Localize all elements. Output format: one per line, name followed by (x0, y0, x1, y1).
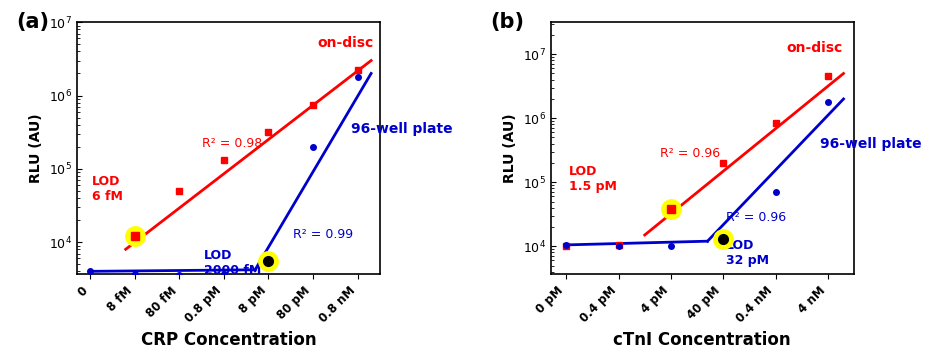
X-axis label: CRP Concentration: CRP Concentration (140, 331, 316, 349)
Text: (a): (a) (16, 12, 49, 32)
Text: R² = 0.98: R² = 0.98 (202, 137, 262, 150)
Text: on-disc: on-disc (317, 36, 374, 50)
Text: 96-well plate: 96-well plate (351, 122, 453, 135)
Text: LOD
32 pM: LOD 32 pM (725, 239, 769, 267)
Text: R² = 0.99: R² = 0.99 (293, 228, 353, 241)
Text: R² = 0.96: R² = 0.96 (725, 211, 786, 224)
Text: LOD
6 fM: LOD 6 fM (92, 175, 123, 203)
Text: LOD
2000 fM: LOD 2000 fM (204, 249, 261, 277)
Text: on-disc: on-disc (786, 41, 843, 55)
Text: R² = 0.96: R² = 0.96 (660, 147, 721, 160)
Y-axis label: RLU (AU): RLU (AU) (29, 113, 43, 183)
Text: (b): (b) (490, 12, 524, 32)
Y-axis label: RLU (AU): RLU (AU) (503, 113, 517, 183)
Text: 96-well plate: 96-well plate (820, 137, 922, 151)
X-axis label: cTnI Concentration: cTnI Concentration (614, 331, 791, 349)
Text: LOD
1.5 pM: LOD 1.5 pM (569, 165, 617, 193)
